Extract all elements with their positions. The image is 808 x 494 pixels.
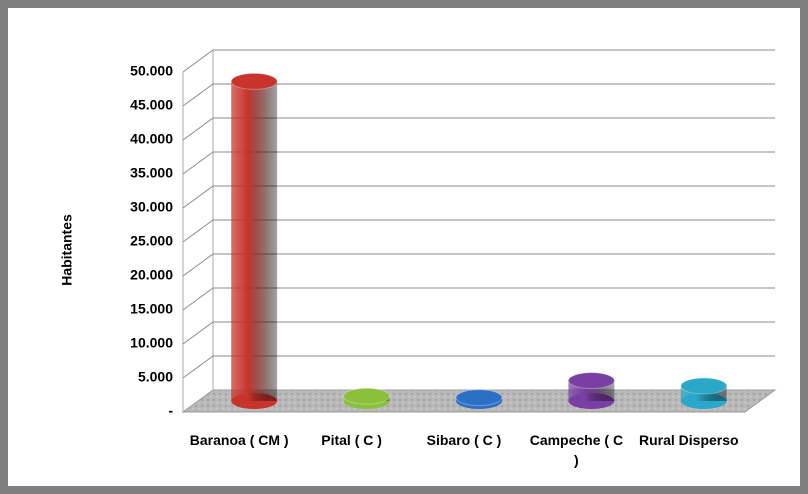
y-tick-label: 10.000 (130, 335, 173, 351)
x-tick-label: Pital ( C ) (321, 432, 382, 448)
y-tick-label: 5.000 (138, 369, 173, 385)
y-tick-label: - (168, 403, 173, 419)
grid-line (182, 49, 775, 73)
bar-top (343, 387, 391, 405)
grid-line (182, 219, 775, 243)
y-axis-label: Habitantes (59, 214, 75, 286)
bar-group (343, 387, 391, 409)
grid-line (182, 287, 775, 311)
bar-group (230, 72, 278, 409)
y-tick-label: 15.000 (130, 301, 173, 317)
y-tick-label: 45.000 (130, 97, 173, 113)
grid-line (182, 151, 775, 175)
grid-line (182, 185, 775, 209)
y-tick-label: 25.000 (130, 233, 173, 249)
grid-line (182, 253, 775, 277)
y-tick-label: 50.000 (130, 63, 173, 79)
bar-top (680, 377, 728, 395)
bar-top (230, 72, 278, 90)
x-tick-label: Baranoa ( CM ) (189, 432, 289, 448)
bar-group (455, 389, 503, 409)
grid-line (182, 117, 775, 141)
x-tick-label: Rural Disperso (639, 432, 739, 448)
x-tick-label: Sibaro ( C ) (426, 432, 502, 448)
y-tick-label: 35.000 (130, 165, 173, 181)
grid-line (182, 355, 775, 379)
bar (231, 81, 278, 402)
bar-top (455, 389, 503, 407)
y-tick-label: 30.000 (130, 199, 173, 215)
y-tick-label: 20.000 (130, 267, 173, 283)
chart: Habitantes - 5.000 10.000 15.000 20.000 25.00… (59, 49, 777, 419)
grid-line (182, 321, 775, 345)
bar-group (567, 372, 615, 409)
grid-line (182, 83, 775, 107)
x-tick-label: Campeche ( C ) (529, 432, 624, 468)
y-tick-label: 40.000 (130, 131, 173, 147)
bar-group (680, 377, 728, 409)
bar-top (567, 372, 615, 390)
